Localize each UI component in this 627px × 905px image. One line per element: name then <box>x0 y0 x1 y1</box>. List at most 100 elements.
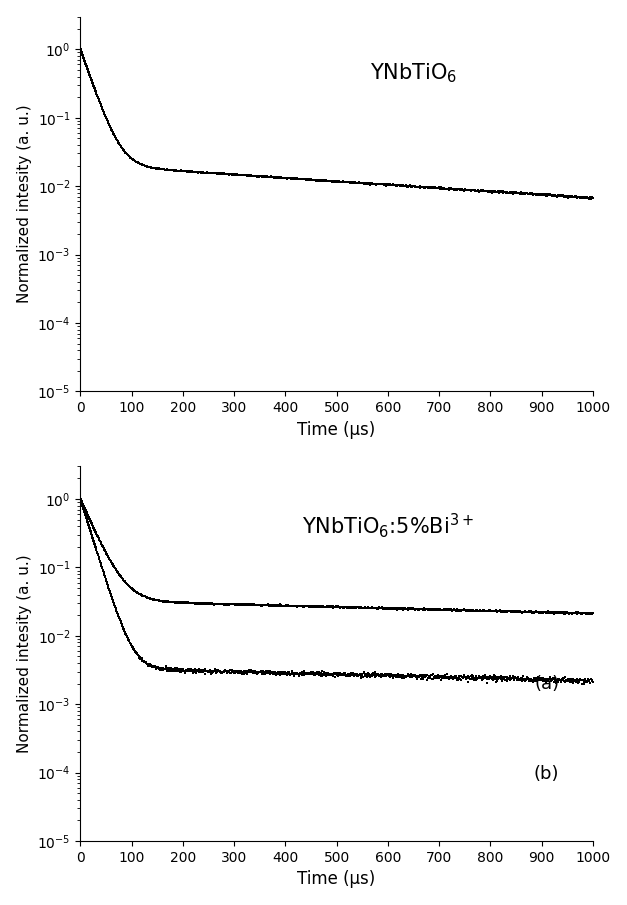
Point <box>235 168 245 183</box>
Point <box>184 596 194 611</box>
Point <box>507 671 517 685</box>
Point <box>502 186 512 200</box>
Point <box>126 581 136 595</box>
Point <box>76 46 87 61</box>
Point <box>90 84 100 99</box>
Point <box>480 184 490 198</box>
Point <box>76 493 86 508</box>
Point <box>545 187 556 202</box>
Y-axis label: Normalized intesity (a. u.): Normalized intesity (a. u.) <box>17 105 32 303</box>
Point <box>83 62 93 77</box>
Point <box>467 604 477 618</box>
Point <box>209 596 219 611</box>
Point <box>334 174 344 188</box>
Point <box>344 669 354 683</box>
Point <box>182 662 192 677</box>
Point <box>139 157 149 172</box>
Point <box>525 186 535 201</box>
Point <box>112 132 122 147</box>
Point <box>390 602 400 616</box>
Point <box>206 663 216 678</box>
Point <box>80 503 90 518</box>
Point <box>352 669 362 683</box>
Point <box>514 605 524 619</box>
Point <box>191 595 201 610</box>
Point <box>269 666 279 681</box>
Point <box>465 671 475 685</box>
Point <box>442 602 452 616</box>
Point <box>349 668 359 682</box>
Point <box>87 75 97 90</box>
Point <box>76 494 87 509</box>
Point <box>304 666 314 681</box>
Point <box>87 529 97 544</box>
Point <box>125 636 135 651</box>
Point <box>450 669 460 683</box>
Point <box>90 537 100 551</box>
Point <box>83 516 93 530</box>
Point <box>204 596 214 611</box>
Point <box>436 181 446 195</box>
Point <box>189 663 199 678</box>
Point <box>486 671 496 685</box>
Point <box>88 76 98 91</box>
Point <box>88 534 98 548</box>
Point <box>260 598 270 613</box>
Point <box>293 172 303 186</box>
Point <box>367 668 377 682</box>
Point <box>420 603 430 617</box>
Point <box>83 62 93 77</box>
Point <box>354 601 364 615</box>
Point <box>480 184 490 198</box>
Point <box>87 517 97 531</box>
Point <box>560 670 570 684</box>
Point <box>181 662 191 677</box>
Point <box>507 186 517 200</box>
Point <box>376 601 386 615</box>
Point <box>83 516 93 530</box>
Point <box>79 500 89 514</box>
Point <box>552 189 562 204</box>
Point <box>83 65 93 80</box>
Point <box>403 179 413 194</box>
Point <box>80 54 90 69</box>
Point <box>535 672 545 686</box>
Point <box>312 173 322 187</box>
Point <box>461 604 471 618</box>
Point <box>564 188 574 203</box>
Point <box>264 598 274 613</box>
Point <box>408 668 418 682</box>
Point <box>118 621 128 635</box>
Point <box>83 64 93 79</box>
Point <box>256 169 266 184</box>
Point <box>132 647 142 662</box>
Point <box>79 500 89 514</box>
Point <box>76 496 87 510</box>
Point <box>302 172 312 186</box>
Point <box>465 183 475 197</box>
Point <box>87 529 97 544</box>
Point <box>358 176 368 190</box>
Point <box>192 596 203 611</box>
Point <box>361 600 371 614</box>
Point <box>360 667 370 681</box>
Point <box>458 671 468 685</box>
Point <box>148 592 158 606</box>
Point <box>83 509 93 523</box>
Point <box>298 664 308 679</box>
Point <box>88 534 98 548</box>
Point <box>567 605 577 620</box>
Point <box>418 602 428 616</box>
Point <box>88 520 98 535</box>
Point <box>83 509 93 523</box>
Point <box>78 499 88 513</box>
Point <box>76 43 86 58</box>
Point <box>85 524 95 538</box>
Point <box>76 492 86 507</box>
Point <box>77 496 87 510</box>
Point <box>468 604 478 618</box>
Point <box>547 187 557 202</box>
Point <box>344 601 354 615</box>
Point <box>501 670 511 684</box>
Point <box>369 176 379 191</box>
